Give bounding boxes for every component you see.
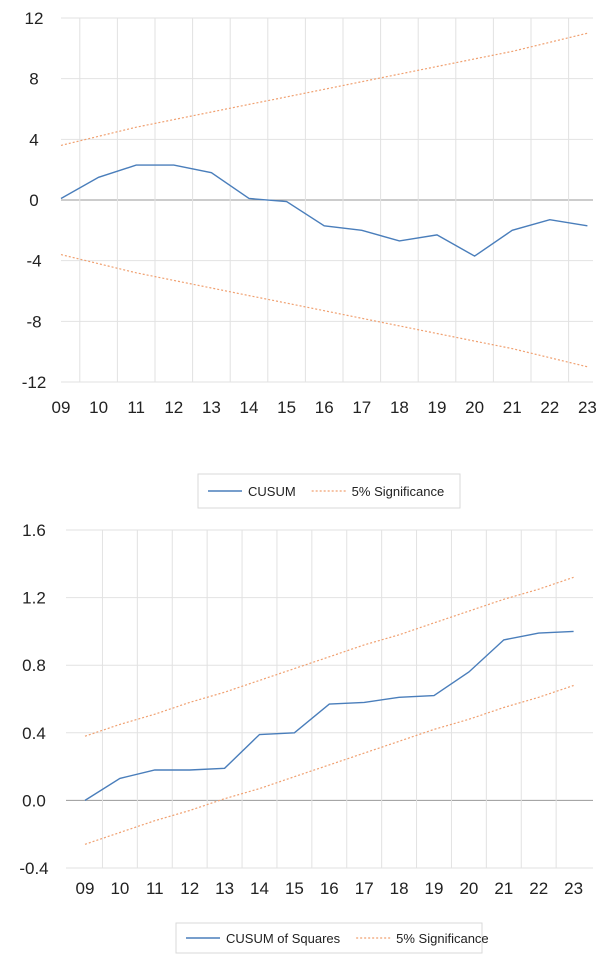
x-tick-label: 17 [355, 879, 374, 898]
significance-lower-series-line [85, 686, 574, 845]
x-tick-label: 14 [250, 879, 269, 898]
y-tick-label: 12 [25, 9, 44, 28]
x-tick-label: 16 [315, 398, 334, 417]
y-tick-label: -0.4 [19, 859, 48, 878]
y-tick-label: 0.8 [22, 656, 46, 675]
x-tick-label: 13 [202, 398, 221, 417]
x-tick-label: 20 [459, 879, 478, 898]
y-tick-label: 0.4 [22, 724, 46, 743]
x-tick-label: 11 [127, 398, 145, 417]
x-tick-label: 09 [76, 879, 95, 898]
significance-lower-series-line [61, 255, 587, 367]
x-tick-label: 12 [164, 398, 183, 417]
y-tick-label: 1.6 [22, 521, 46, 540]
x-tick-label: 18 [390, 879, 409, 898]
5-significance-series-line [85, 577, 574, 736]
cusum-series-line [61, 165, 587, 256]
x-tick-label: 23 [578, 398, 597, 417]
x-tick-label: 16 [320, 879, 339, 898]
x-tick-label: 19 [425, 879, 444, 898]
x-tick-label: 22 [540, 398, 559, 417]
legend: CUSUM 5% Significance [198, 474, 460, 508]
x-tick-label: 14 [240, 398, 259, 417]
chart-1: 12 8 4 0 -4 -8 -12 09 10 11 12 13 14 15 16 17 18 19 20 21 22… [22, 9, 597, 508]
x-tick-label: 10 [89, 398, 108, 417]
y-tick-label: 1.2 [22, 589, 46, 608]
legend: CUSUM of Squares 5% Significance [176, 923, 489, 953]
x-tick-label: 09 [52, 398, 71, 417]
x-tick-label: 21 [494, 879, 513, 898]
y-tick-label: 4 [29, 130, 38, 149]
legend-label: 5% Significance [352, 484, 445, 499]
5-significance-series-line [61, 33, 587, 145]
y-tick-label: -4 [26, 252, 41, 271]
x-tick-label: 23 [564, 879, 583, 898]
legend-label: CUSUM [248, 484, 296, 499]
x-tick-label: 12 [180, 879, 199, 898]
y-tick-label: -12 [22, 373, 47, 392]
legend-label: CUSUM of Squares [226, 931, 341, 946]
x-tick-label: 11 [146, 879, 164, 898]
legend-label: 5% Significance [396, 931, 489, 946]
x-tick-label: 22 [529, 879, 548, 898]
y-tick-label: -8 [26, 312, 41, 331]
x-tick-label: 17 [352, 398, 371, 417]
y-tick-label: 8 [29, 70, 38, 89]
x-tick-label: 21 [503, 398, 522, 417]
chart-2: 1.6 1.2 0.8 0.4 0.0 -0.4 09 10 11 12 13 14 15 16 17 18 1… [19, 521, 593, 953]
x-tick-label: 10 [110, 879, 129, 898]
x-tick-label: 15 [285, 879, 304, 898]
x-tick-label: 20 [465, 398, 484, 417]
x-tick-label: 13 [215, 879, 234, 898]
x-tick-label: 18 [390, 398, 409, 417]
y-tick-label: 0.0 [22, 791, 46, 810]
x-tick-label: 19 [428, 398, 447, 417]
y-tick-label: 0 [29, 191, 38, 210]
x-tick-label: 15 [277, 398, 296, 417]
